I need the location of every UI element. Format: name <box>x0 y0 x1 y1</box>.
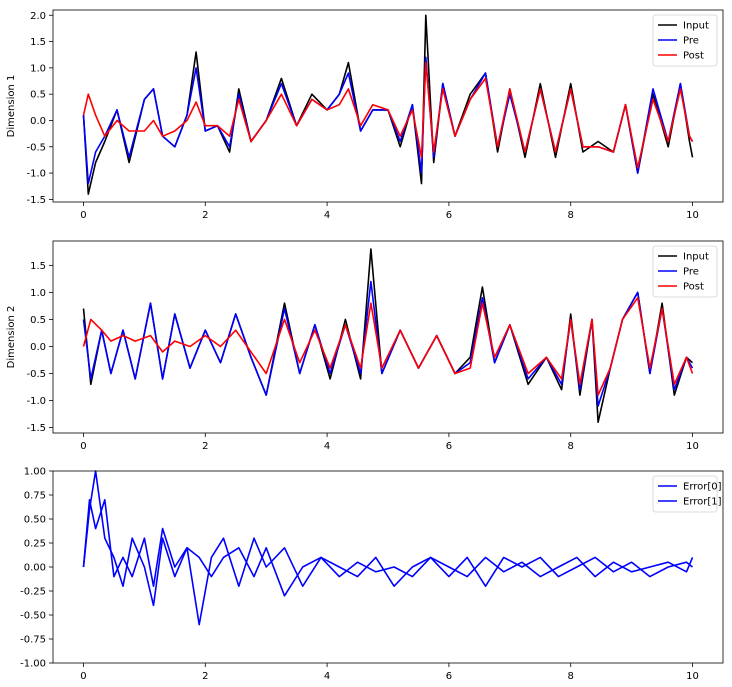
chart-panel-2: 0 2 4 6 8 10 -1.5 -1.0 -0.5 0.0 0.5 1.0 1.5 Dimension… <box>6 240 724 452</box>
x-tick-label: 0 <box>80 671 86 682</box>
legend-box <box>652 14 718 67</box>
x-tick-label: 0 <box>80 441 86 452</box>
x-tick-label: 4 <box>324 671 330 682</box>
y-tick-label: 0.75 <box>24 491 46 502</box>
x-tick-label: 8 <box>568 441 574 452</box>
y-tick-label: 0.00 <box>24 563 46 574</box>
x-tick-label: 10 <box>686 441 699 452</box>
y-tick-label: 1.0 <box>30 288 46 299</box>
x-tick-label: 2 <box>202 210 208 221</box>
legend: Error[0] Error[1] <box>652 475 722 513</box>
x-tick-label: 10 <box>686 210 699 221</box>
y-axis-title: Dimension 1 <box>6 75 17 138</box>
legend-label: Input <box>683 21 709 32</box>
y-tick-label: 0.0 <box>30 116 46 127</box>
x-tick-label: 2 <box>202 671 208 682</box>
legend-label: Post <box>683 51 704 62</box>
y-tick-label: -1.0 <box>26 396 46 407</box>
legend: Input Pre Post <box>652 14 718 67</box>
legend-label: Input <box>683 252 709 263</box>
y-tick-label: -0.25 <box>20 587 46 598</box>
y-tick-label: 1.00 <box>24 467 46 478</box>
y-tick-label: -0.50 <box>20 611 46 622</box>
chart-panel-1: 0 2 4 6 8 10 -1.5 -1.0 -0.5 0.0 0.5 1.0 1.5 2.0 Dimens… <box>6 9 724 221</box>
x-tick-label: 10 <box>686 671 699 682</box>
series-line-post <box>82 61 694 169</box>
y-axis-title: Dimension 2 <box>6 306 17 369</box>
y-tick-label: -1.0 <box>26 169 46 180</box>
x-tick-label: 4 <box>324 210 330 221</box>
series-line-error-1- <box>82 498 693 597</box>
y-tick-label: -1.00 <box>20 659 46 670</box>
legend-label: Error[1] <box>683 497 722 508</box>
x-tick-label: 6 <box>446 671 452 682</box>
legend-box <box>652 475 718 513</box>
x-tick-label: 2 <box>202 441 208 452</box>
y-tick-label: -1.5 <box>26 423 46 434</box>
series-line-post <box>82 296 694 396</box>
series-line-input <box>82 14 694 195</box>
series-line-pre <box>82 56 694 185</box>
y-tick-label: -0.75 <box>20 635 46 646</box>
x-tick-label: 6 <box>446 210 452 221</box>
legend-label: Error[0] <box>683 482 722 493</box>
y-tick-label: -0.5 <box>26 142 46 153</box>
chart-panel-3: 0 2 4 6 8 10 -1.00 -0.75 -0.50 -0.25 0.00 0.25 0.50 0… <box>20 467 724 682</box>
x-tick-label: 8 <box>568 210 574 221</box>
plot-frame <box>52 9 724 203</box>
y-tick-label: 0.5 <box>30 90 46 101</box>
legend-label: Pre <box>683 36 699 47</box>
x-tick-label: 8 <box>568 671 574 682</box>
x-tick-label: 6 <box>446 441 452 452</box>
legend: Input Pre Post <box>652 245 718 298</box>
y-tick-label: 0.5 <box>30 315 46 326</box>
y-tick-label: 1.5 <box>30 261 46 272</box>
y-tick-label: 0.50 <box>24 515 46 526</box>
y-tick-label: 0.0 <box>30 342 46 353</box>
legend-label: Pre <box>683 267 699 278</box>
series-line-error-0- <box>82 470 694 626</box>
y-tick-label: -1.5 <box>26 195 46 206</box>
y-tick-label: 2.0 <box>30 11 46 22</box>
legend-box <box>652 245 718 298</box>
y-tick-label: 1.0 <box>30 63 46 74</box>
x-tick-label: 4 <box>324 441 330 452</box>
legend-label: Post <box>683 282 704 293</box>
y-tick-label: 0.25 <box>24 539 46 550</box>
y-tick-label: 1.5 <box>30 37 46 48</box>
y-tick-label: -0.5 <box>26 369 46 380</box>
plot-frame <box>52 240 724 434</box>
x-tick-label: 0 <box>80 210 86 221</box>
